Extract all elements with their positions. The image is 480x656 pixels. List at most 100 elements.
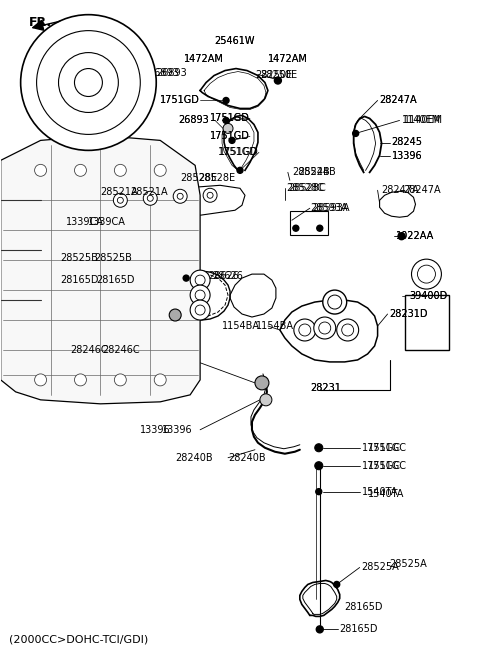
Text: 28626: 28626 (208, 271, 239, 281)
Circle shape (275, 77, 281, 84)
Text: 28528E: 28528E (180, 173, 217, 183)
Text: FR.: FR. (29, 16, 52, 29)
Circle shape (190, 270, 210, 290)
Text: 13396: 13396 (162, 425, 193, 435)
Text: 28245: 28245 (392, 137, 422, 148)
Circle shape (223, 117, 229, 123)
Text: 28231: 28231 (310, 383, 341, 393)
Text: 1751GD: 1751GD (210, 113, 250, 123)
Circle shape (195, 275, 205, 285)
Circle shape (336, 319, 359, 341)
Text: 1751GD: 1751GD (218, 148, 258, 157)
Circle shape (207, 192, 213, 198)
Text: 13396: 13396 (392, 152, 422, 161)
Circle shape (317, 225, 323, 231)
Text: 1751GD: 1751GD (210, 113, 250, 123)
Circle shape (177, 194, 183, 199)
Text: 26893: 26893 (156, 68, 187, 77)
Circle shape (173, 190, 187, 203)
Circle shape (113, 194, 127, 207)
Text: 1472AM: 1472AM (268, 54, 308, 64)
Circle shape (319, 322, 331, 334)
Circle shape (195, 290, 205, 300)
Circle shape (35, 165, 47, 176)
Text: 1022AA: 1022AA (396, 231, 434, 241)
Circle shape (74, 374, 86, 386)
Text: 1751GD: 1751GD (210, 131, 250, 142)
Text: 28246C: 28246C (71, 345, 108, 355)
Circle shape (169, 309, 181, 321)
Circle shape (237, 167, 243, 173)
Text: 28247A: 28247A (380, 96, 417, 106)
Text: 28525B: 28525B (60, 253, 98, 263)
Text: 28246C: 28246C (102, 345, 140, 355)
Text: 1140EM: 1140EM (402, 115, 441, 125)
Circle shape (195, 305, 205, 315)
Circle shape (190, 300, 210, 320)
Text: 28165D: 28165D (60, 275, 99, 285)
Text: 1154BA: 1154BA (256, 321, 294, 331)
Text: 28525A: 28525A (390, 558, 427, 569)
Text: 28528C: 28528C (288, 183, 325, 194)
Text: 28231D: 28231D (390, 309, 428, 319)
Circle shape (294, 319, 316, 341)
Bar (405, 295, 449, 350)
Text: 39400D: 39400D (409, 291, 448, 301)
Circle shape (144, 192, 157, 205)
Text: 28231: 28231 (310, 383, 341, 393)
Text: 13396: 13396 (140, 425, 171, 435)
Circle shape (154, 165, 166, 176)
Circle shape (223, 98, 229, 104)
Text: 1140EM: 1140EM (404, 115, 443, 125)
Circle shape (223, 123, 233, 133)
Circle shape (59, 52, 119, 112)
Text: 28593A: 28593A (310, 203, 348, 213)
Text: 1751GD: 1751GD (160, 96, 200, 106)
Circle shape (299, 324, 311, 336)
Circle shape (316, 489, 322, 495)
Text: 25461W: 25461W (214, 35, 254, 46)
Text: 26893: 26893 (148, 68, 179, 77)
Circle shape (229, 137, 235, 144)
Circle shape (74, 68, 102, 96)
Text: 39400D: 39400D (409, 291, 448, 301)
Text: 26893: 26893 (178, 115, 209, 125)
Text: 28247A: 28247A (404, 185, 441, 195)
Circle shape (260, 394, 272, 406)
Text: 28247A: 28247A (382, 185, 419, 195)
Circle shape (353, 131, 359, 136)
Text: 28240B: 28240B (228, 453, 265, 462)
Text: 28593A: 28593A (312, 203, 349, 213)
Text: 1751GC: 1751GC (368, 443, 407, 453)
Text: 1751GC: 1751GC (368, 461, 407, 471)
Circle shape (323, 290, 347, 314)
Text: 28626: 28626 (212, 271, 243, 281)
Text: 26893: 26893 (178, 115, 209, 125)
Text: 28165D: 28165D (345, 602, 383, 613)
Circle shape (114, 165, 126, 176)
Text: 1472AM: 1472AM (184, 54, 224, 64)
Text: (2000CC>DOHC-TCI/GDI): (2000CC>DOHC-TCI/GDI) (9, 634, 148, 644)
Circle shape (255, 376, 269, 390)
Text: 25461W: 25461W (214, 35, 254, 46)
Circle shape (334, 581, 340, 588)
Text: 28250E: 28250E (260, 70, 297, 79)
Circle shape (21, 14, 156, 150)
Text: 1540TA: 1540TA (361, 487, 398, 497)
Text: 1751GD: 1751GD (210, 131, 250, 142)
Text: 28528C: 28528C (286, 183, 324, 194)
Text: 1154BA: 1154BA (222, 321, 260, 331)
Circle shape (203, 188, 217, 202)
Circle shape (418, 265, 435, 283)
Circle shape (293, 225, 299, 231)
Circle shape (190, 285, 210, 305)
Text: 1339CA: 1339CA (65, 217, 103, 227)
Text: 28521A: 28521A (100, 187, 138, 197)
Circle shape (183, 275, 189, 281)
Text: 1751GC: 1751GC (361, 461, 401, 471)
Text: 28521A: 28521A (130, 187, 168, 197)
Circle shape (36, 31, 140, 134)
Circle shape (316, 626, 323, 633)
Text: 28240B: 28240B (175, 453, 213, 462)
Text: 28525A: 28525A (361, 562, 399, 573)
